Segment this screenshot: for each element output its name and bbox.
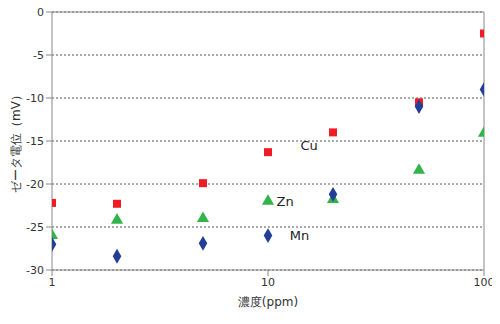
- svg-text:-25: -25: [26, 221, 44, 234]
- svg-text:-5: -5: [33, 49, 44, 62]
- svg-text:-20: -20: [26, 178, 44, 191]
- svg-text:0: 0: [37, 8, 44, 19]
- svg-text:-15: -15: [26, 135, 44, 148]
- svg-text:Cu: Cu: [300, 138, 317, 153]
- svg-text:濃度(ppm): 濃度(ppm): [238, 295, 298, 309]
- svg-text:Mn: Mn: [290, 228, 309, 243]
- svg-text:100: 100: [474, 276, 493, 289]
- svg-text:1: 1: [49, 276, 56, 289]
- svg-text:-30: -30: [26, 264, 44, 277]
- svg-text:ゼータ電位（mV）: ゼータ電位（mV）: [9, 89, 23, 193]
- svg-text:10: 10: [261, 276, 275, 289]
- svg-text:Zn: Zn: [277, 194, 294, 209]
- svg-text:-10: -10: [26, 92, 44, 105]
